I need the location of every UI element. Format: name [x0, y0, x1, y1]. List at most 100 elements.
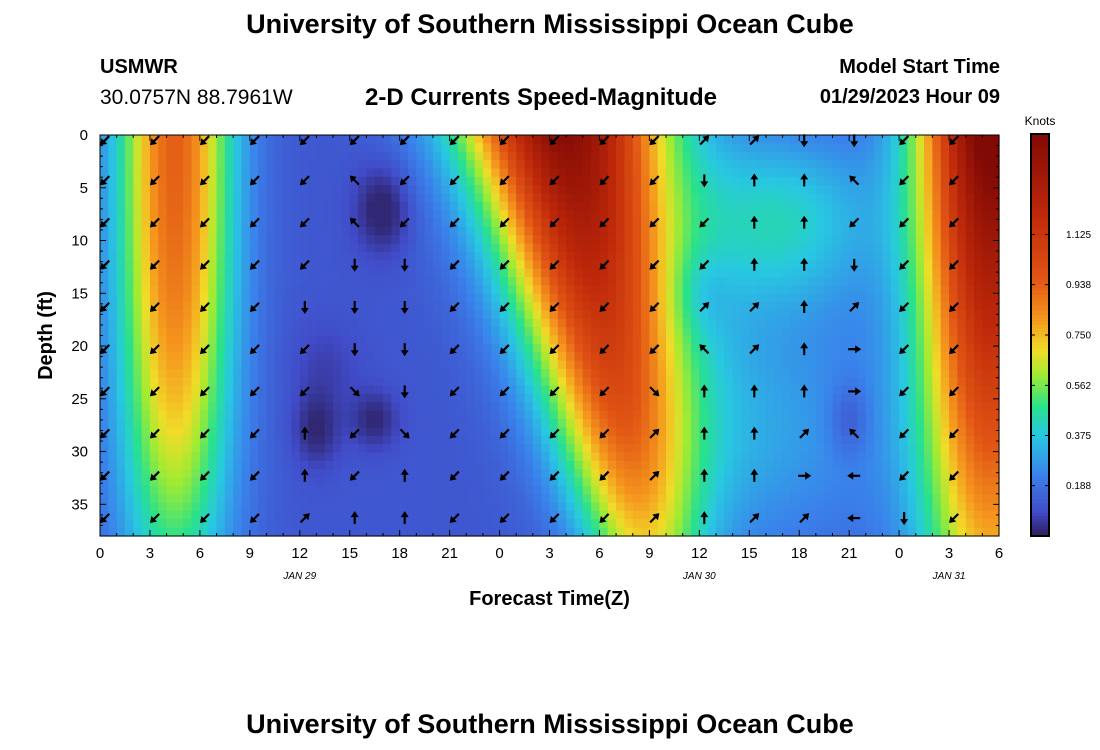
- heatmap-cell: [682, 160, 692, 170]
- heatmap-cell: [832, 444, 842, 454]
- heatmap-cell: [616, 435, 626, 445]
- heatmap-cell: [865, 193, 875, 203]
- heatmap-cell: [557, 385, 567, 395]
- heatmap-cell: [283, 277, 293, 286]
- heatmap-cell: [491, 368, 501, 378]
- heatmap-cell: [299, 243, 309, 253]
- heatmap-cell: [532, 427, 542, 437]
- heatmap-cell: [249, 327, 259, 337]
- heatmap-cell: [874, 335, 884, 345]
- heatmap-cell: [749, 235, 759, 245]
- heatmap-cell: [449, 427, 459, 437]
- heatmap-cell: [174, 327, 184, 337]
- heatmap-cell: [557, 477, 567, 487]
- heatmap-cell: [424, 527, 434, 537]
- heatmap-cell: [399, 377, 409, 387]
- heatmap-cell: [166, 343, 176, 353]
- heatmap-cell: [865, 151, 875, 161]
- heatmap-cell: [915, 469, 925, 479]
- heatmap-cell: [649, 277, 659, 286]
- heatmap-cell: [649, 402, 659, 412]
- heatmap-cell: [624, 193, 634, 203]
- heatmap-cell: [932, 444, 942, 454]
- heatmap-cell: [174, 435, 184, 445]
- heatmap-cell: [566, 143, 576, 153]
- heatmap-cell: [366, 243, 376, 253]
- heatmap-cell: [657, 310, 667, 320]
- heatmap-cell: [474, 419, 484, 428]
- heatmap-cell: [474, 494, 484, 504]
- heatmap-cell: [324, 251, 334, 261]
- heatmap-cell: [407, 135, 417, 144]
- heatmap-cell: [874, 293, 884, 303]
- heatmap-cell: [233, 502, 243, 512]
- heatmap-cell: [299, 318, 309, 328]
- heatmap-cell: [857, 168, 867, 178]
- heatmap-cell: [308, 435, 318, 445]
- heatmap-cell: [549, 393, 559, 403]
- heatmap-cell: [666, 193, 675, 203]
- heatmap-cell: [649, 160, 659, 170]
- heatmap-cell: [549, 368, 559, 378]
- heatmap-cell: [557, 185, 567, 195]
- heatmap-cell: [116, 218, 126, 228]
- heatmap-cell: [116, 502, 126, 512]
- heatmap-cell: [832, 410, 842, 420]
- heatmap-cell: [899, 201, 909, 211]
- heatmap-cell: [124, 151, 134, 161]
- heatmap-cell: [807, 285, 817, 295]
- heatmap-cell: [624, 260, 634, 270]
- heatmap-cell: [399, 410, 409, 420]
- heatmap-cell: [957, 427, 967, 437]
- heatmap-cell: [249, 168, 259, 178]
- heatmap-cell: [899, 210, 909, 220]
- heatmap-cell: [149, 160, 159, 170]
- heatmap-cell: [857, 310, 867, 320]
- heatmap-cell: [457, 427, 467, 437]
- heatmap-cell: [199, 251, 209, 261]
- heatmap-cell: [899, 193, 909, 203]
- heatmap-cell: [407, 251, 417, 261]
- heatmap-cell: [607, 201, 617, 211]
- heatmap-cell: [757, 502, 767, 512]
- heatmap-cell: [949, 460, 958, 470]
- heatmap-cell: [740, 427, 750, 437]
- heatmap-cell: [366, 327, 376, 337]
- heatmap-cell: [316, 135, 326, 144]
- heatmap-cell: [424, 277, 434, 286]
- heatmap-cell: [374, 318, 384, 328]
- heatmap-cell: [582, 143, 592, 153]
- heatmap-cell: [715, 151, 725, 161]
- heatmap-cell: [233, 527, 243, 537]
- heatmap-cell: [191, 277, 201, 286]
- heatmap-cell: [149, 510, 159, 520]
- heatmap-cell: [424, 226, 434, 236]
- heatmap-cell: [940, 452, 950, 462]
- heatmap-cell: [274, 452, 284, 462]
- heatmap-cell: [532, 318, 542, 328]
- heatmap-cell: [865, 226, 875, 236]
- heatmap-cell: [158, 402, 168, 412]
- heatmap-cell: [541, 402, 551, 412]
- heatmap-cell: [199, 510, 209, 520]
- heatmap-cell: [524, 419, 534, 428]
- heatmap-cell: [466, 318, 476, 328]
- heatmap-cell: [674, 168, 684, 178]
- heatmap-cell: [291, 293, 301, 303]
- heatmap-cell: [424, 210, 434, 220]
- heatmap-cell: [832, 352, 842, 362]
- heatmap-cell: [840, 444, 850, 454]
- heatmap-cell: [358, 327, 367, 337]
- heatmap-cell: [840, 419, 850, 428]
- heatmap-cell: [691, 185, 700, 195]
- heatmap-cell: [799, 452, 809, 462]
- heatmap-cell: [782, 318, 792, 328]
- heatmap-cell: [815, 218, 825, 228]
- heatmap-cell: [158, 151, 168, 161]
- heatmap-cell: [774, 485, 784, 495]
- heatmap-cell: [341, 318, 351, 328]
- heatmap-cell: [158, 460, 168, 470]
- heatmap-cell: [924, 435, 933, 445]
- heatmap-cell: [449, 519, 459, 529]
- heatmap-cell: [657, 410, 667, 420]
